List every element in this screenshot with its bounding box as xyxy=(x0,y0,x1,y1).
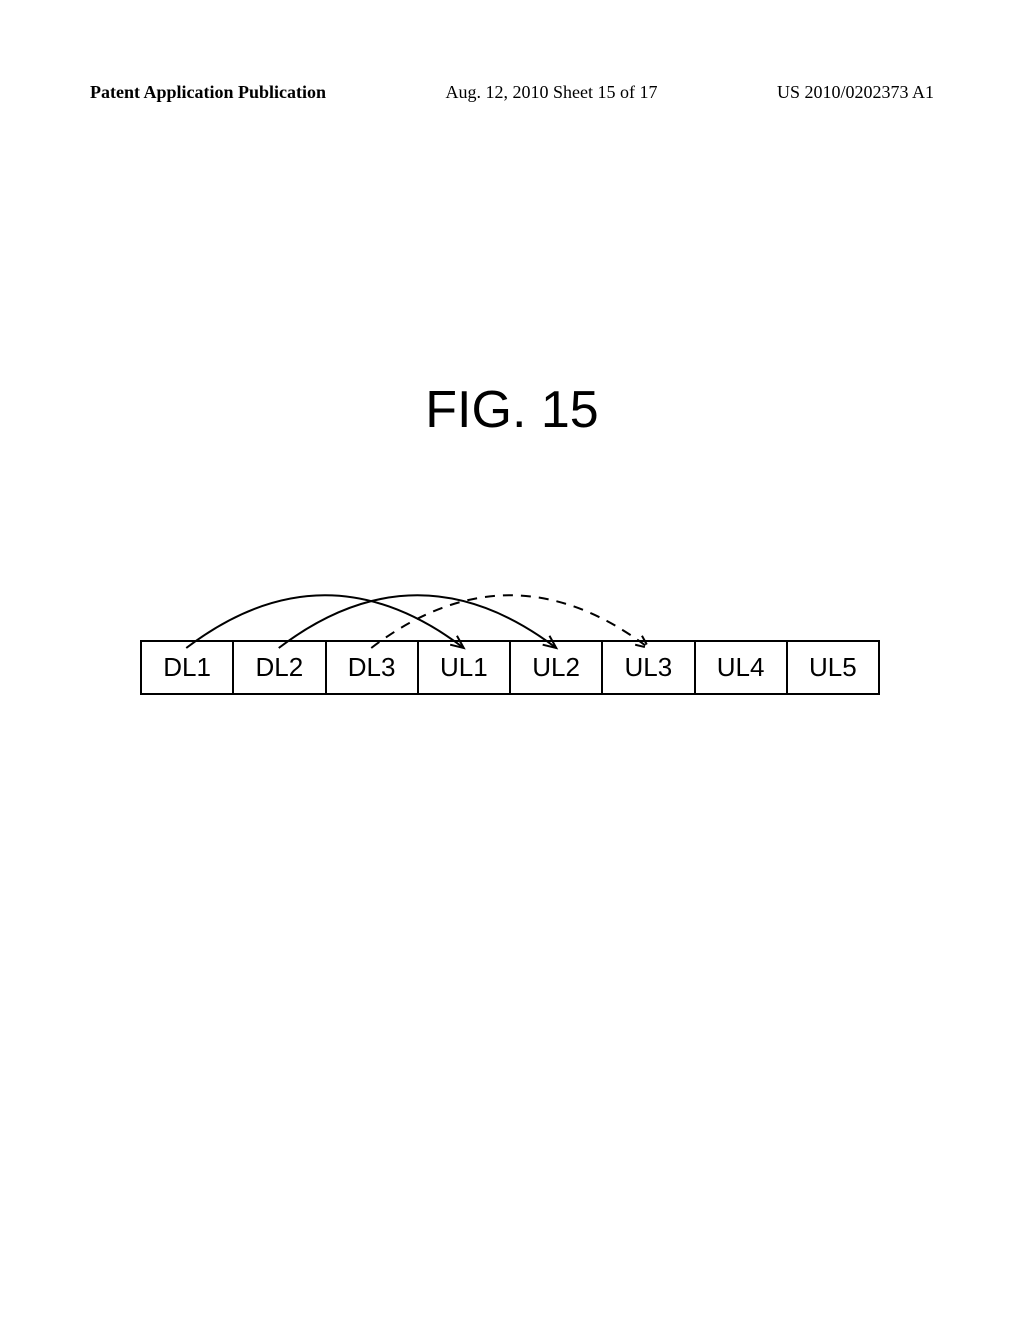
arc xyxy=(279,595,557,648)
page-header: Patent Application Publication Aug. 12, … xyxy=(90,82,934,103)
arc xyxy=(371,595,649,648)
header-date-sheet: Aug. 12, 2010 Sheet 15 of 17 xyxy=(446,82,658,103)
header-publication: Patent Application Publication xyxy=(90,82,326,103)
subframe-diagram: DL1DL2DL3UL1UL2UL3UL4UL5 xyxy=(140,640,880,695)
header-pub-number: US 2010/0202373 A1 xyxy=(777,82,934,103)
arcs-overlay xyxy=(140,570,880,650)
arc xyxy=(186,595,464,648)
figure-title: FIG. 15 xyxy=(0,380,1024,440)
